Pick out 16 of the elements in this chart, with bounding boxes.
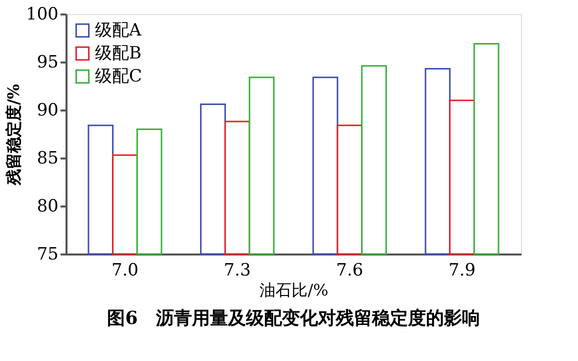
y-axis-title: 残留稳定度/% — [4, 84, 24, 186]
x-axis-title: 油石比/% — [260, 280, 328, 300]
y-tick-label: 75 — [36, 244, 58, 264]
y-tick-label: 80 — [36, 196, 58, 216]
legend-label: 级配B — [95, 44, 142, 64]
x-tick-label: 7.0 — [111, 260, 139, 280]
y-tick-label: 100 — [26, 4, 58, 24]
x-tick-label: 7.6 — [336, 260, 364, 280]
y-tick-label: 95 — [36, 52, 58, 72]
y-tick-label: 90 — [36, 100, 58, 120]
y-tick-label: 85 — [36, 148, 58, 168]
x-tick-label: 7.9 — [448, 260, 476, 280]
x-tick-label: 7.3 — [224, 260, 251, 280]
legend-label: 级配A — [95, 20, 142, 40]
legend-label: 级配C — [95, 66, 142, 86]
text: 图6 沥青用量及级配变化对残留稳定度的影响 — [107, 308, 480, 329]
